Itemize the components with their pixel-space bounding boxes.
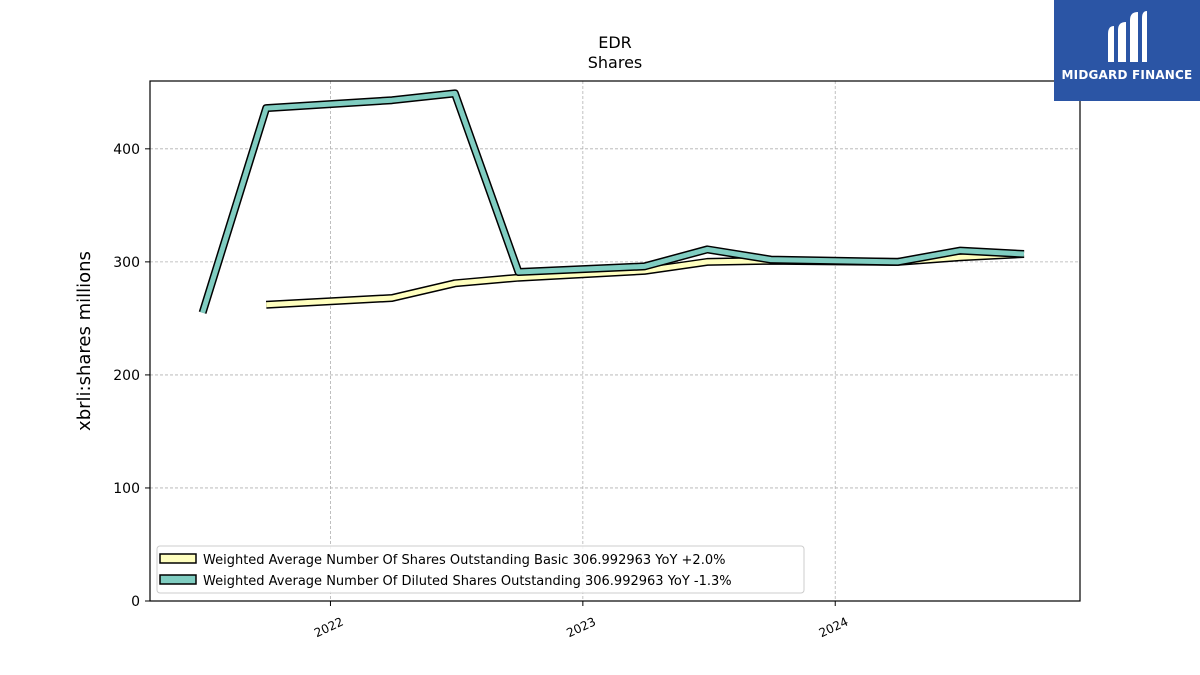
series-line — [200, 90, 1025, 314]
series-outline — [198, 89, 1025, 314]
y-tick-label: 400 — [113, 142, 140, 158]
y-tick-label: 100 — [113, 481, 140, 497]
y-axis-label: xbrli:shares millions — [74, 251, 95, 431]
x-tick-label: 2023 — [564, 615, 598, 641]
logo-mark-icon — [1108, 11, 1147, 62]
legend: Weighted Average Number Of Shares Outsta… — [156, 545, 805, 594]
series-layer — [198, 89, 1025, 314]
grid — [150, 81, 1080, 601]
chart-subtitle: Shares — [588, 53, 643, 72]
logo-text: MIDGARD FINANCE — [1061, 68, 1193, 82]
plot-frame — [149, 80, 1081, 602]
y-tick-label: 200 — [113, 368, 140, 384]
y-tick-label: 0 — [131, 594, 140, 610]
chart-title: EDR — [598, 33, 632, 52]
x-tick-label: 2024 — [817, 615, 851, 641]
legend-swatch — [159, 553, 197, 564]
y-ticks: 0 100 200 300 400 — [113, 142, 150, 610]
legend-swatch — [159, 574, 197, 585]
series-2 — [198, 89, 1025, 314]
x-ticks: 2022 2023 2024 — [312, 601, 850, 640]
x-tick-label: 2022 — [312, 615, 346, 641]
legend-label: Weighted Average Number Of Diluted Share… — [203, 574, 732, 589]
y-tick-label: 300 — [113, 255, 140, 271]
legend-label: Weighted Average Number Of Shares Outsta… — [203, 553, 725, 568]
brand-logo: MIDGARD FINANCE — [1054, 0, 1200, 101]
legend-box — [156, 545, 805, 594]
